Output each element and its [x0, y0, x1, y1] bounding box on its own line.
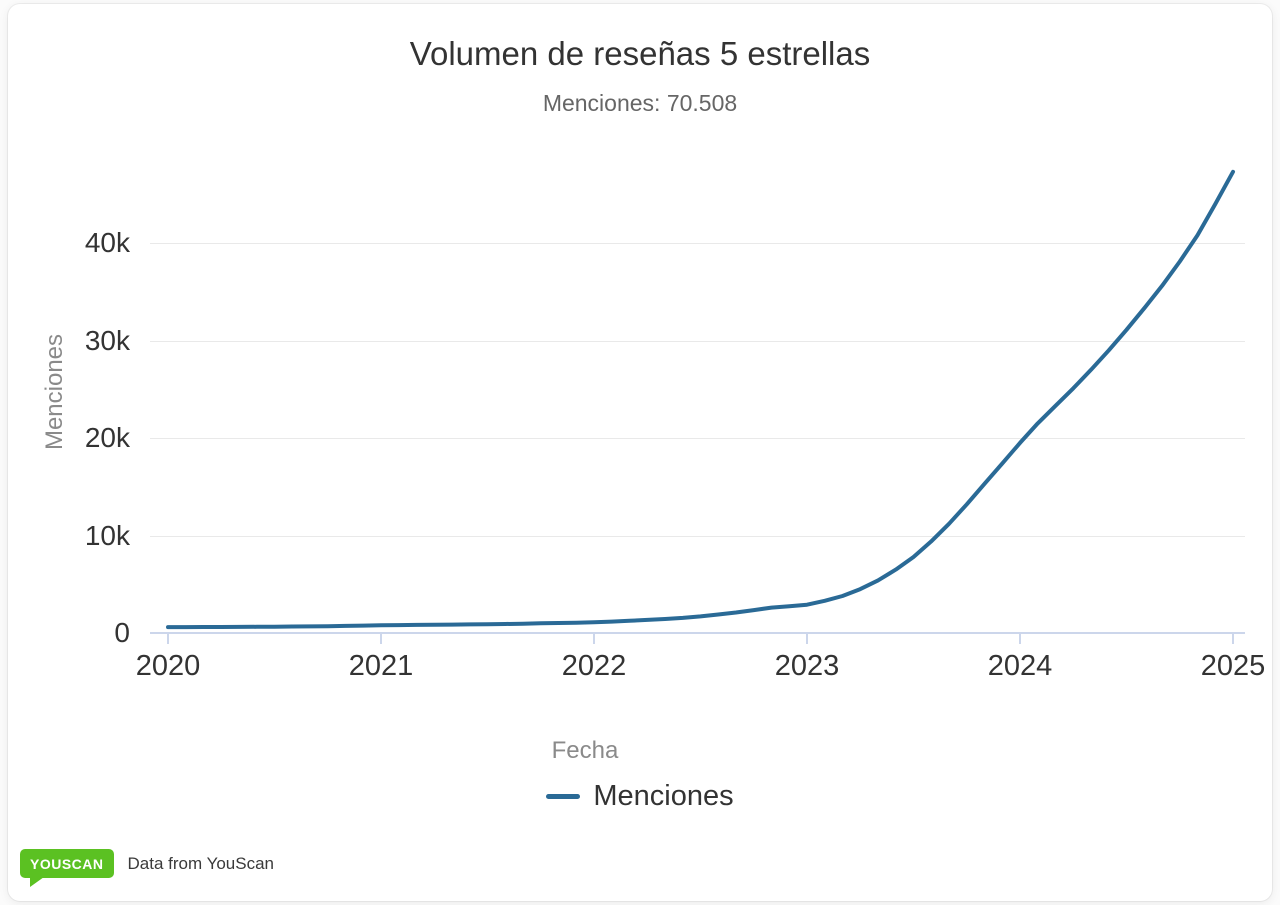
x-axis-tick: [380, 634, 382, 644]
gridline: [150, 243, 1245, 244]
x-axis-title: Fecha: [551, 737, 619, 764]
y-axis-tick-label: 10k: [84, 519, 130, 551]
gridline: [150, 340, 1245, 342]
y-axis-tick-label: 40k: [84, 227, 130, 258]
x-axis-tick-label: 2023: [774, 650, 840, 682]
x-axis-tick: [806, 634, 808, 644]
x-axis-tick: [593, 634, 595, 644]
gridline: [150, 535, 1245, 537]
legend-item-menciones[interactable]: Menciones: [8, 780, 1272, 813]
y-axis-tick-label: 20k: [84, 422, 130, 453]
footer: YOUSCAN Data from YouScan: [20, 849, 274, 887]
x-axis-line: [150, 632, 1245, 634]
chart-title: Volumen de reseñas 5 estrellas: [409, 35, 871, 72]
x-axis-tick: [1019, 634, 1021, 644]
attribution-text: Data from YouScan: [127, 853, 274, 873]
y-axis-tick-label: 0: [114, 617, 130, 648]
series-layer: [166, 169, 1235, 630]
x-axis-tick-label: 2025: [1200, 650, 1266, 682]
x-axis-tick-label: 2020: [135, 650, 201, 682]
chart-card: Volumen de reseñas 5 estrellas Menciones…: [8, 4, 1272, 901]
legend-line-swatch: [546, 794, 581, 799]
y-axis-tick-label: 30k: [84, 324, 130, 356]
chart-subtitle: Menciones: 70.508: [542, 90, 738, 116]
x-axis-tick-label: 2024: [987, 650, 1053, 682]
x-axis-tick: [167, 634, 169, 644]
menciones-line-series: [166, 169, 1235, 630]
chart-plot-area: Menciones Fecha 0 10k 20k 30k 40k 2020 2021 202…: [8, 4, 1272, 901]
x-axis-tick-label: 2022: [561, 650, 627, 682]
x-axis-tick: [1232, 634, 1234, 644]
legend-label: Menciones: [593, 780, 734, 812]
x-axis-tick-label: 2021: [348, 650, 414, 682]
youscan-logo-badge: YOUSCAN: [20, 849, 114, 887]
gridline: [150, 438, 1245, 439]
